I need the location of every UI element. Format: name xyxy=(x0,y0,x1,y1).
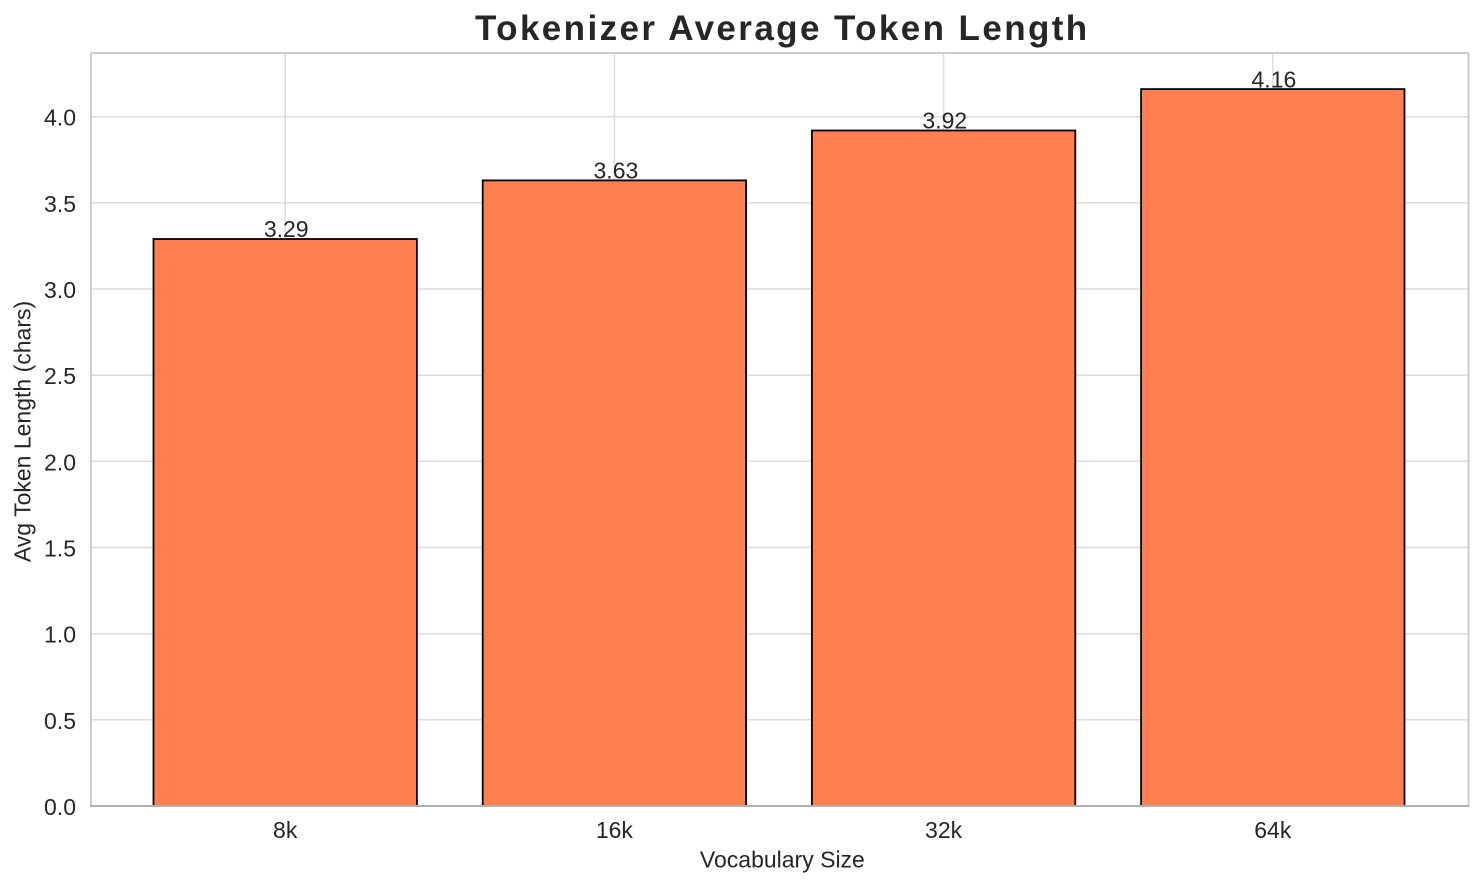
svg-text:3.0: 3.0 xyxy=(44,277,76,303)
svg-text:Tokenizer Average Token Length: Tokenizer Average Token Length xyxy=(475,9,1090,48)
svg-text:3.29: 3.29 xyxy=(264,216,309,242)
svg-text:64k: 64k xyxy=(1254,817,1292,843)
svg-text:1.0: 1.0 xyxy=(44,622,76,648)
svg-text:2.5: 2.5 xyxy=(44,363,76,389)
svg-text:4.16: 4.16 xyxy=(1252,66,1297,92)
svg-text:8k: 8k xyxy=(273,817,298,843)
svg-text:4.0: 4.0 xyxy=(44,105,76,131)
svg-text:3.92: 3.92 xyxy=(922,108,967,134)
svg-text:0.0: 0.0 xyxy=(44,794,76,820)
svg-text:1.5: 1.5 xyxy=(44,536,76,562)
svg-text:Avg Token Length (chars): Avg Token Length (chars) xyxy=(10,301,36,562)
svg-text:16k: 16k xyxy=(596,817,634,843)
svg-text:3.5: 3.5 xyxy=(44,191,76,217)
svg-text:0.5: 0.5 xyxy=(44,708,76,734)
svg-text:32k: 32k xyxy=(925,817,963,843)
svg-text:2.0: 2.0 xyxy=(44,449,76,475)
svg-text:3.63: 3.63 xyxy=(594,158,639,184)
svg-text:Vocabulary Size: Vocabulary Size xyxy=(700,847,865,873)
